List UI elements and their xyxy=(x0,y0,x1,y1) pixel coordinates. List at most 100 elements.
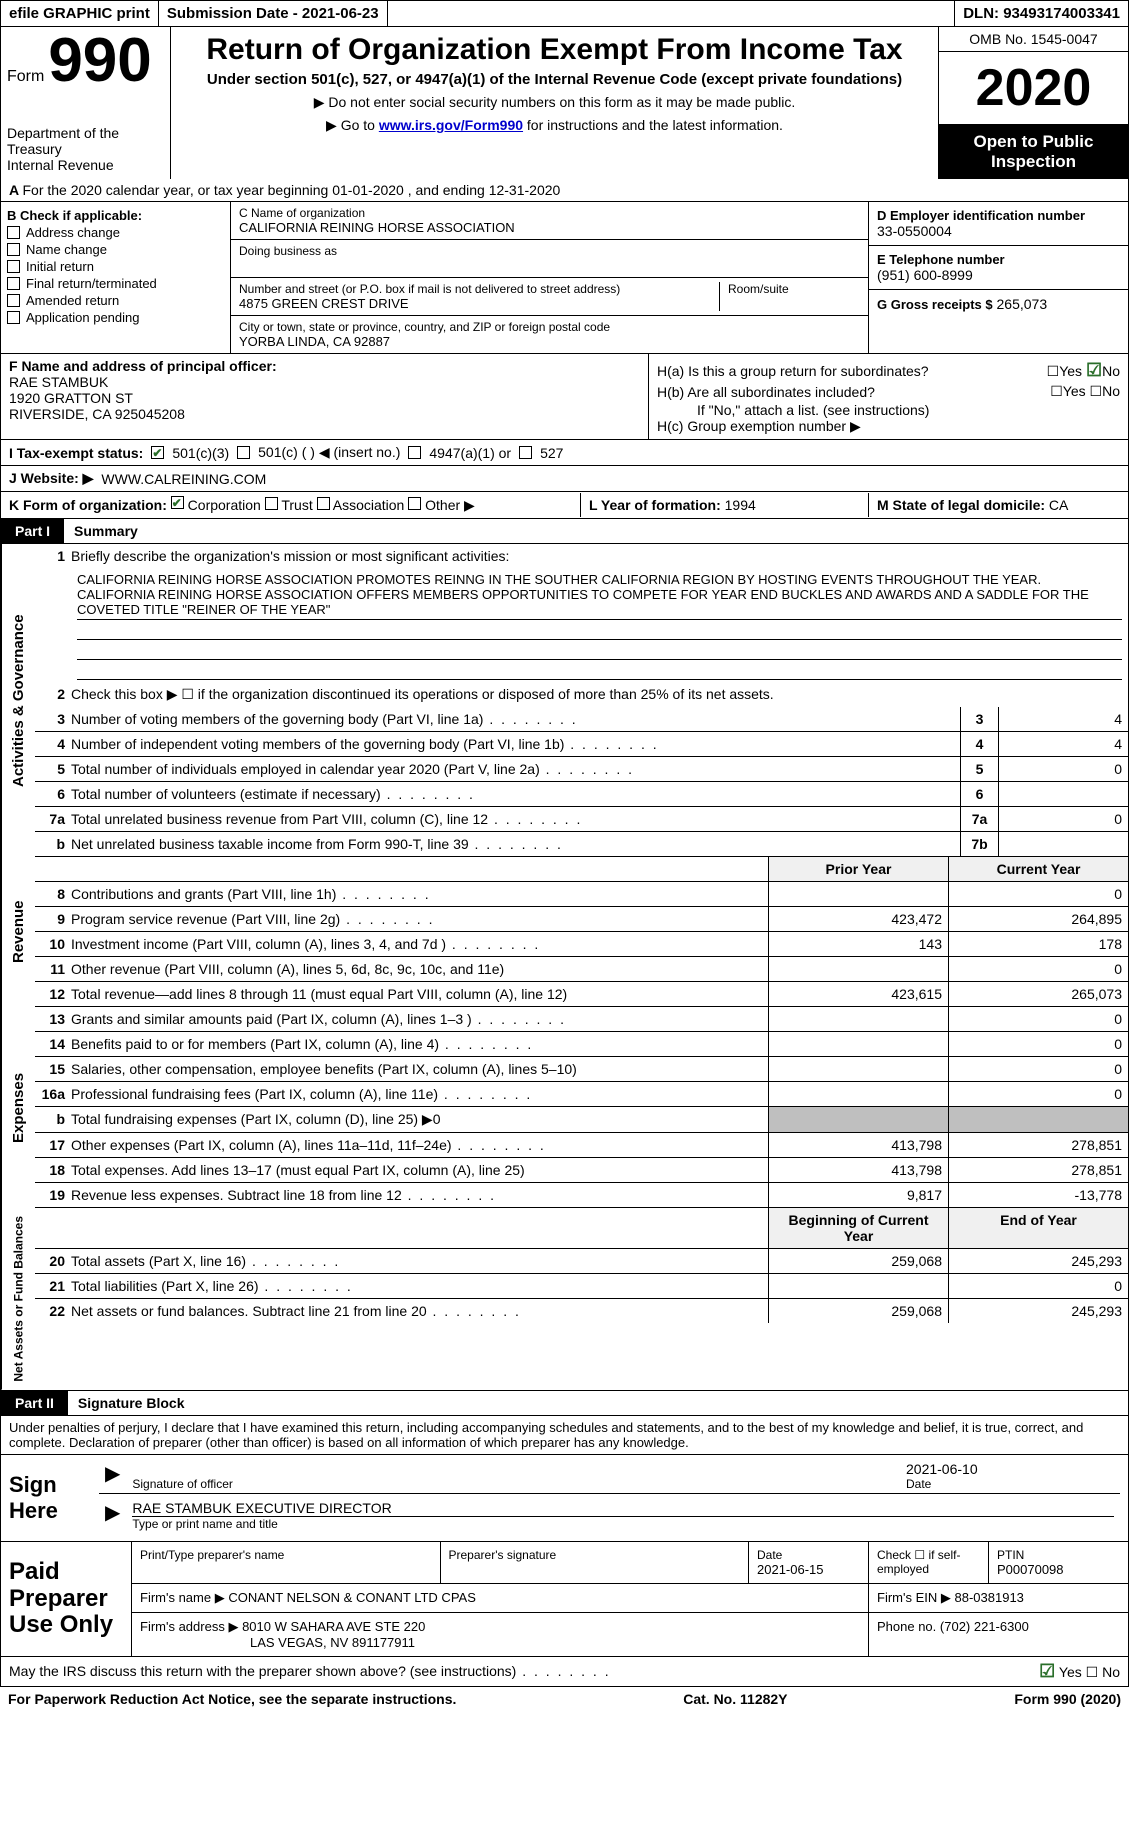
irs-link[interactable]: www.irs.gov/Form990 xyxy=(379,117,523,133)
i-label: I Tax-exempt status: xyxy=(9,445,143,461)
officer-name-title: RAE STAMBUK EXECUTIVE DIRECTOR xyxy=(132,1500,1114,1517)
e-label: E Telephone number xyxy=(877,252,1120,267)
sign-here: Sign Here ▶ Signature of officer 2021-06… xyxy=(0,1455,1129,1542)
discuss-row: May the IRS discuss this return with the… xyxy=(0,1657,1129,1687)
q12: Total revenue—add lines 8 through 11 (mu… xyxy=(71,982,768,1006)
website: WWW.CALREINING.COM xyxy=(101,471,266,487)
chk-address-change[interactable]: Address change xyxy=(7,225,224,240)
k-label: K Form of organization: xyxy=(9,497,167,513)
v7a: 0 xyxy=(998,807,1128,831)
net-assets: Net Assets or Fund Balances Beginning of… xyxy=(0,1208,1129,1391)
room-hint: Room/suite xyxy=(728,282,860,296)
chk-final-return[interactable]: Final return/terminated xyxy=(7,276,224,291)
sign-here-label: Sign Here xyxy=(1,1455,91,1541)
l-label: L Year of formation: xyxy=(589,497,721,513)
row-f-h: F Name and address of principal officer:… xyxy=(0,354,1129,440)
omb-number: OMB No. 1545-0047 xyxy=(939,27,1128,52)
hb-label: H(b) Are all subordinates included? xyxy=(657,384,875,400)
discuss-answer: ☑ Yes ☐ No xyxy=(1039,1661,1120,1682)
firm-phone-label: Phone no. xyxy=(877,1619,936,1634)
chk-527[interactable] xyxy=(519,446,532,459)
chk-initial-return[interactable]: Initial return xyxy=(7,259,224,274)
q6: Total number of volunteers (estimate if … xyxy=(71,782,960,806)
q19: Revenue less expenses. Subtract line 18 … xyxy=(71,1183,768,1207)
chk-application-pending[interactable]: Application pending xyxy=(7,310,224,325)
chk-amended-return[interactable]: Amended return xyxy=(7,293,224,308)
officer-city: RIVERSIDE, CA 925045208 xyxy=(9,406,640,422)
city: YORBA LINDA, CA 92887 xyxy=(239,334,860,349)
q9: Program service revenue (Part VIII, line… xyxy=(71,907,768,931)
f-label: F Name and address of principal officer: xyxy=(9,358,640,374)
department: Department of the Treasury Internal Reve… xyxy=(7,125,164,173)
chk-4947[interactable] xyxy=(408,446,421,459)
city-hint: City or town, state or province, country… xyxy=(239,320,860,334)
q20: Total assets (Part X, line 16) xyxy=(71,1249,768,1273)
firm-name: CONANT NELSON & CONANT LTD CPAS xyxy=(228,1590,476,1605)
arrow-icon: ▶ xyxy=(99,1498,126,1533)
revenue: Revenue Prior YearCurrent Year 8Contribu… xyxy=(0,857,1129,1007)
top-bar: efile GRAPHIC print Submission Date - 20… xyxy=(0,0,1129,27)
v3: 4 xyxy=(998,707,1128,731)
q15: Salaries, other compensation, employee b… xyxy=(71,1057,768,1081)
expenses: Expenses 13Grants and similar amounts pa… xyxy=(0,1007,1129,1208)
vlabel-expenses: Expenses xyxy=(1,1007,35,1208)
part1-tab: Part I xyxy=(1,519,64,543)
dba-hint: Doing business as xyxy=(239,244,860,258)
band-a-text: For the 2020 calendar year, or tax year … xyxy=(22,182,560,198)
v7b xyxy=(998,832,1128,856)
mission-text: CALIFORNIA REINING HORSE ASSOCIATION PRO… xyxy=(77,570,1122,620)
part2-title: Signature Block xyxy=(68,1391,195,1415)
dln: DLN: 93493174003341 xyxy=(954,1,1128,26)
q8: Contributions and grants (Part VIII, lin… xyxy=(71,882,768,906)
prep-label: Paid Preparer Use Only xyxy=(1,1542,131,1656)
form-word: Form xyxy=(7,68,44,86)
q7a: Total unrelated business revenue from Pa… xyxy=(71,807,960,831)
d-label: D Employer identification number xyxy=(877,208,1120,223)
q21: Total liabilities (Part X, line 26) xyxy=(71,1274,768,1298)
part1-header: Part I Summary xyxy=(0,519,1129,544)
arrow-icon: ▶ xyxy=(99,1459,126,1493)
chk-name-change[interactable]: Name change xyxy=(7,242,224,257)
chk-501c3[interactable] xyxy=(151,446,164,459)
col-c: C Name of organization CALIFORNIA REININ… xyxy=(231,202,868,353)
q2: Check this box ▶ ☐ if the organization d… xyxy=(71,682,1128,707)
chk-trust[interactable] xyxy=(265,497,278,510)
c-name-hint: C Name of organization xyxy=(239,206,860,220)
row-klm: K Form of organization: Corporation Trus… xyxy=(0,492,1129,519)
efile-label: efile GRAPHIC print xyxy=(1,1,159,26)
vlabel-activities: Activities & Governance xyxy=(1,544,35,857)
q13: Grants and similar amounts paid (Part IX… xyxy=(71,1007,768,1031)
firm-addr1: 8010 W SAHARA AVE STE 220 xyxy=(242,1619,425,1634)
q17: Other expenses (Part IX, column (A), lin… xyxy=(71,1133,768,1157)
officer-name: RAE STAMBUK xyxy=(9,374,640,390)
prep-self-employed: Check ☐ if self-employed xyxy=(877,1548,980,1576)
prep-sig-hint: Preparer's signature xyxy=(449,1548,741,1562)
firm-phone: (702) 221-6300 xyxy=(940,1619,1029,1634)
q4: Number of independent voting members of … xyxy=(71,732,960,756)
form-number: 990 xyxy=(48,33,151,89)
phone: (951) 600-8999 xyxy=(877,267,1120,283)
chk-association[interactable] xyxy=(317,497,330,510)
form-title: Return of Organization Exempt From Incom… xyxy=(181,33,928,67)
row-j: J Website: ▶ WWW.CALREINING.COM xyxy=(0,466,1129,492)
ptin: P00070098 xyxy=(997,1562,1120,1577)
discuss-text: May the IRS discuss this return with the… xyxy=(9,1663,611,1679)
form-header: Form 990 Department of the Treasury Inte… xyxy=(0,27,1129,179)
q16a: Professional fundraising fees (Part IX, … xyxy=(71,1082,768,1106)
paperwork-notice: For Paperwork Reduction Act Notice, see … xyxy=(8,1691,456,1707)
v4: 4 xyxy=(998,732,1128,756)
firm-label: Firm's name ▶ xyxy=(140,1590,225,1605)
open-inspection: Open to Public Inspection xyxy=(939,124,1128,179)
chk-corporation[interactable] xyxy=(171,496,184,509)
prep-date: 2021-06-15 xyxy=(757,1562,860,1577)
year-formation: 1994 xyxy=(725,497,756,513)
cat-no: Cat. No. 11282Y xyxy=(683,1691,787,1707)
part1-title: Summary xyxy=(64,519,148,543)
chk-501c[interactable] xyxy=(237,446,250,459)
org-name: CALIFORNIA REINING HORSE ASSOCIATION xyxy=(239,220,860,235)
chk-other[interactable] xyxy=(408,497,421,510)
ptin-hint: PTIN xyxy=(997,1548,1120,1562)
end-year-header: End of Year xyxy=(948,1208,1128,1248)
band-a: A For the 2020 calendar year, or tax yea… xyxy=(0,179,1129,202)
v6 xyxy=(998,782,1128,806)
